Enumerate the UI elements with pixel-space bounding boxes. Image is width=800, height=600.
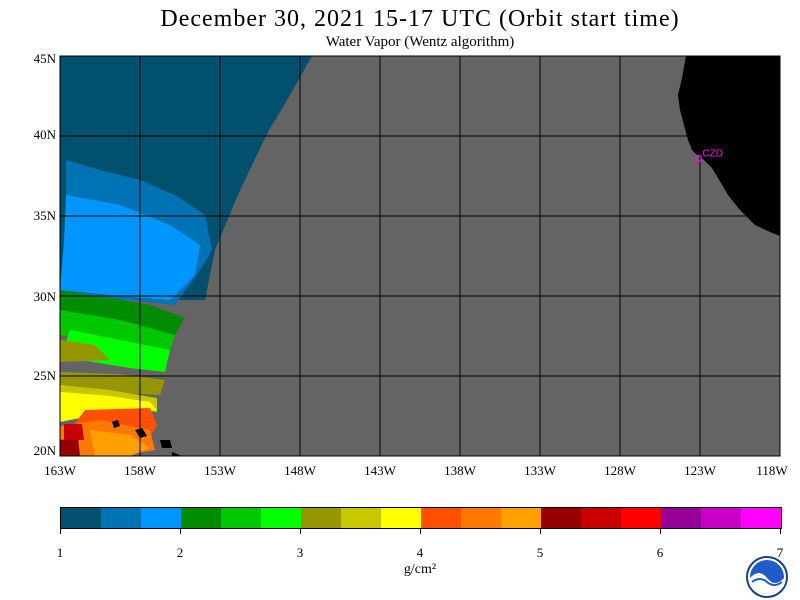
swath-band-14	[60, 438, 80, 456]
colorbar-swatch	[541, 508, 581, 528]
colorbar-swatch	[741, 508, 781, 528]
lat-label-20n: 20N	[33, 443, 56, 458]
colorbar-swatch	[221, 508, 261, 528]
colorbar-swatch	[141, 508, 181, 528]
colorbar-tick-label: 4	[416, 545, 424, 560]
colorbar-swatch	[381, 508, 421, 528]
water-vapor-swath	[60, 56, 312, 456]
lon-label-118w: 118W	[756, 463, 788, 478]
colorbar-swatch	[461, 508, 501, 528]
colorbar-swatch	[621, 508, 661, 528]
hawaii-island-1	[112, 420, 120, 428]
swath-band-15	[64, 424, 84, 440]
noaa-logo	[746, 556, 788, 598]
swath-band-5	[60, 310, 175, 350]
colorbar-tick-label: 6	[656, 545, 664, 560]
lon-label-163w: 163W	[44, 463, 76, 478]
colorbar-swatch	[341, 508, 381, 528]
colorbar-swatch	[661, 508, 701, 528]
hawaii-island-4	[172, 452, 182, 456]
lon-label-153w: 153W	[204, 463, 236, 478]
colorbar-unit: g/cm²	[403, 562, 437, 577]
lon-label-123w: 123W	[684, 463, 716, 478]
colorbar-swatch	[101, 508, 141, 528]
map-frame	[59, 55, 781, 457]
lon-label-128w: 128W	[604, 463, 636, 478]
station-marker: CZD	[694, 148, 723, 162]
lon-label-133w: 133W	[524, 463, 556, 478]
colorbar-tick-label: 7	[776, 545, 784, 560]
water-vapor-map: CZD	[59, 55, 781, 457]
colorbar-swatch	[181, 508, 221, 528]
station-label: CZD	[702, 148, 723, 159]
swath-band-7	[60, 340, 110, 362]
colorbar-swatch	[61, 508, 101, 528]
colorbar-tick-mark	[420, 528, 421, 534]
lat-label-45n: 45N	[33, 51, 56, 66]
north-america-land	[678, 56, 780, 236]
colorbar-swatch	[301, 508, 341, 528]
lon-label-158w: 158W	[124, 463, 156, 478]
lat-label-40n: 40N	[33, 127, 56, 142]
map-title: December 30, 2021 15-17 UTC (Orbit start…	[160, 6, 680, 32]
map-subtitle: Water Vapor (Wentz algorithm)	[325, 34, 515, 50]
lon-label-138w: 138W	[444, 463, 476, 478]
colorbar-tick-mark	[180, 528, 181, 534]
colorbar-tick-mark	[540, 528, 541, 534]
colorbar	[60, 507, 782, 529]
lat-label-25n: 25N	[33, 368, 56, 383]
colorbar-swatch	[421, 508, 461, 528]
colorbar-tick-mark	[300, 528, 301, 534]
land-mass	[112, 56, 780, 456]
swath-band-3	[60, 195, 200, 300]
colorbar-swatch	[261, 508, 301, 528]
colorbar-tick-mark	[60, 528, 61, 534]
colorbar-tick-mark	[780, 528, 781, 534]
colorbar-tick-mark	[660, 528, 661, 534]
colorbar-tick-label: 2	[176, 545, 184, 560]
lon-label-148w: 148W	[284, 463, 316, 478]
hawaii-island-3	[160, 440, 172, 448]
colorbar-tick-label: 5	[536, 545, 544, 560]
swath-band-13	[90, 430, 150, 456]
colorbar-swatch	[701, 508, 741, 528]
colorbar-tick-label: 1	[56, 545, 64, 560]
lat-label-35n: 35N	[33, 208, 56, 223]
colorbar-swatch	[501, 508, 541, 528]
colorbar-swatch	[581, 508, 621, 528]
colorbar-tick-label: 3	[296, 545, 304, 560]
hawaii-island-2	[135, 428, 147, 438]
lon-label-143w: 143W	[364, 463, 396, 478]
swath-band-4	[60, 290, 185, 335]
swath-band-6	[60, 330, 170, 372]
lat-label-30n: 30N	[33, 289, 56, 304]
